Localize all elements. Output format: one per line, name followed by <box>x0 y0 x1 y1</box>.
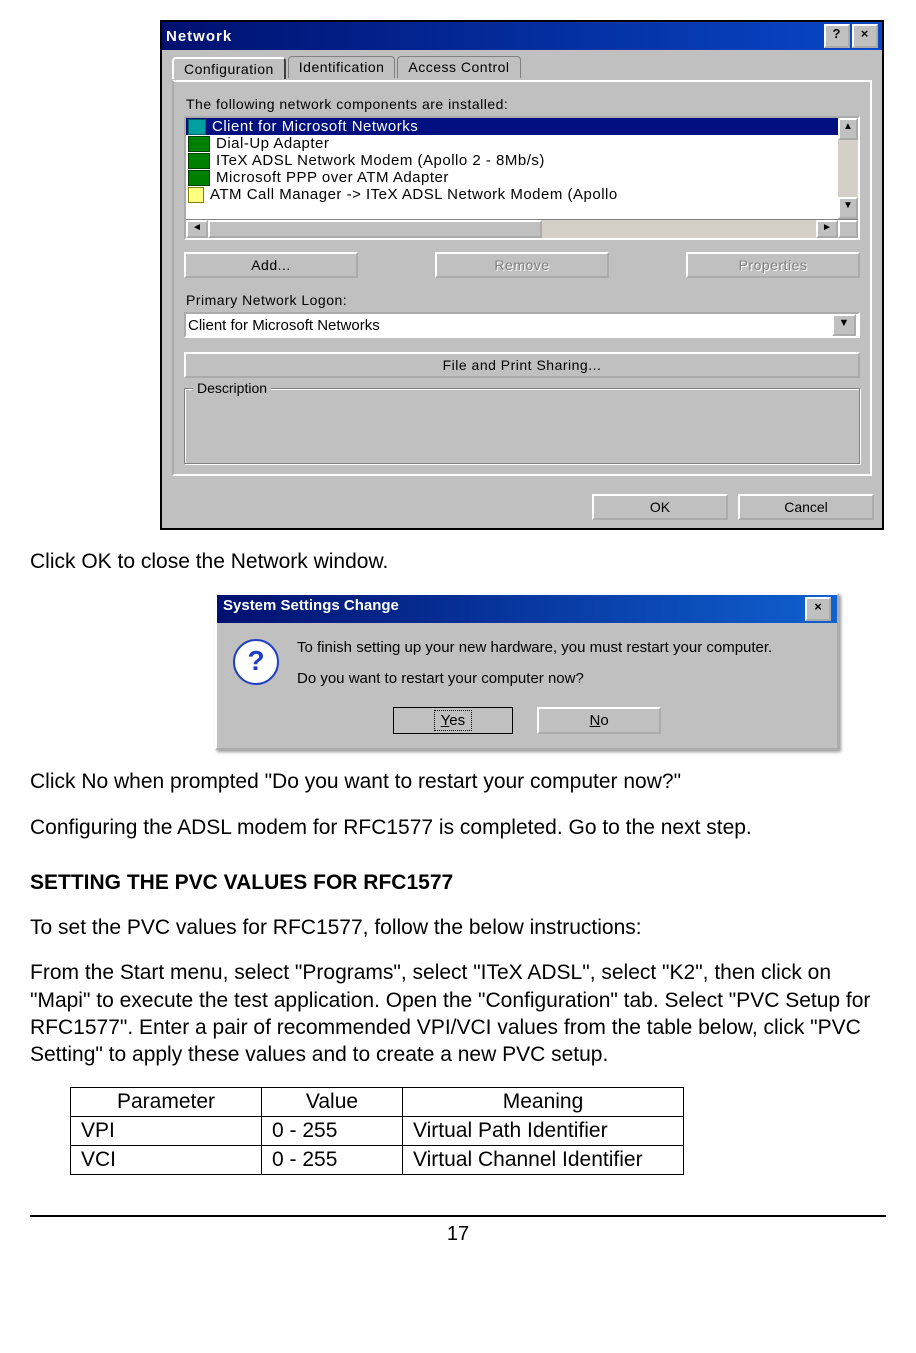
protocol-icon <box>188 187 204 203</box>
ok-button[interactable]: OK <box>592 494 728 520</box>
network-titlebar: Network ? × <box>162 22 882 50</box>
vertical-scrollbar[interactable]: ▲ ▼ <box>838 118 858 219</box>
list-item-label: Client for Microsoft Networks <box>212 118 418 135</box>
scroll-up-icon[interactable]: ▲ <box>838 118 858 140</box>
table-row: VPI 0 - 255 Virtual Path Identifier <box>71 1116 684 1145</box>
add-button[interactable]: Add... <box>184 252 358 278</box>
table-cell: Virtual Channel Identifier <box>403 1145 684 1174</box>
table-cell: 0 - 255 <box>262 1145 403 1174</box>
system-settings-dialog: System Settings Change × ? To finish set… <box>215 593 839 750</box>
horizontal-scrollbar[interactable]: ◄ ► <box>186 219 858 238</box>
table-row: VCI 0 - 255 Virtual Channel Identifier <box>71 1145 684 1174</box>
list-item-label: Dial-Up Adapter <box>216 135 329 152</box>
tab-configuration[interactable]: Configuration <box>172 57 286 79</box>
no-button[interactable]: No <box>537 707 661 734</box>
primary-logon-combo[interactable]: Client for Microsoft Networks ▼ <box>184 312 860 338</box>
description-group: Description <box>184 388 860 464</box>
scrollbar-corner <box>838 220 858 238</box>
tab-identification[interactable]: Identification <box>288 56 396 78</box>
combo-value: Client for Microsoft Networks <box>188 317 832 334</box>
client-icon <box>188 119 206 135</box>
parameter-table: Parameter Value Meaning VPI 0 - 255 Virt… <box>70 1087 684 1175</box>
list-item[interactable]: ATM Call Manager -> ITeX ADSL Network Mo… <box>186 186 838 203</box>
table-cell: Virtual Path Identifier <box>403 1116 684 1145</box>
file-print-sharing-button[interactable]: File and Print Sharing... <box>184 352 860 378</box>
no-rest: o <box>600 712 608 729</box>
table-cell: 0 - 255 <box>262 1116 403 1145</box>
tab-access-control[interactable]: Access Control <box>397 56 520 78</box>
doc-paragraph: Click OK to close the Network window. <box>30 548 886 575</box>
doc-paragraph: Configuring the ADSL modem for RFC1577 i… <box>30 814 886 841</box>
cancel-button[interactable]: Cancel <box>738 494 874 520</box>
list-item[interactable]: ITeX ADSL Network Modem (Apollo 2 - 8Mb/… <box>186 152 838 169</box>
yes-button[interactable]: Yes <box>393 707 513 734</box>
list-item[interactable]: Dial-Up Adapter <box>186 135 838 152</box>
sys-line2: Do you want to restart your computer now… <box>297 670 772 687</box>
adapter-icon <box>188 136 210 152</box>
adapter-icon <box>188 170 210 186</box>
components-listbox[interactable]: Client for Microsoft Networks Dial-Up Ad… <box>184 116 860 240</box>
page-footer: 17 <box>30 1215 886 1246</box>
table-cell: VPI <box>71 1116 262 1145</box>
yes-rest: es <box>449 712 465 729</box>
close-button[interactable]: × <box>852 24 878 48</box>
network-dialog: Network ? × Configuration Identification… <box>160 20 884 530</box>
sys-buttons: Yes No <box>217 705 837 748</box>
components-caption: The following network components are ins… <box>186 96 858 112</box>
component-buttons: Add... Remove Properties <box>184 252 860 278</box>
list-item-label: Microsoft PPP over ATM Adapter <box>216 169 449 186</box>
col-header: Meaning <box>403 1087 684 1116</box>
dialog-footer: OK Cancel <box>162 486 882 528</box>
sys-body: ? To finish setting up your new hardware… <box>217 623 837 705</box>
page-number: 17 <box>447 1223 469 1245</box>
sys-titlebar: System Settings Change × <box>217 595 837 623</box>
doc-paragraph: Click No when prompted "Do you want to r… <box>30 768 886 795</box>
tab-strip: Configuration Identification Access Cont… <box>172 56 872 78</box>
doc-paragraph: To set the PVC values for RFC1577, follo… <box>30 914 886 941</box>
tab-panel: The following network components are ins… <box>172 80 872 476</box>
table-cell: VCI <box>71 1145 262 1174</box>
primary-logon-caption: Primary Network Logon: <box>186 292 858 308</box>
list-item-label: ATM Call Manager -> ITeX ADSL Network Mo… <box>210 186 618 203</box>
chevron-down-icon[interactable]: ▼ <box>832 314 856 336</box>
adapter-icon <box>188 153 210 169</box>
list-item-label: ITeX ADSL Network Modem (Apollo 2 - 8Mb/… <box>216 152 545 169</box>
properties-button[interactable]: Properties <box>686 252 860 278</box>
scroll-left-icon[interactable]: ◄ <box>186 220 208 238</box>
list-item[interactable]: Client for Microsoft Networks <box>186 118 838 135</box>
scrollbar-thumb[interactable] <box>208 220 542 238</box>
scroll-down-icon[interactable]: ▼ <box>838 197 858 219</box>
network-title: Network <box>166 28 232 45</box>
remove-button[interactable]: Remove <box>435 252 609 278</box>
table-header-row: Parameter Value Meaning <box>71 1087 684 1116</box>
sys-line1: To finish setting up your new hardware, … <box>297 639 772 656</box>
sys-text: To finish setting up your new hardware, … <box>297 639 772 701</box>
help-button[interactable]: ? <box>824 24 850 48</box>
list-item[interactable]: Microsoft PPP over ATM Adapter <box>186 169 838 186</box>
sys-title: System Settings Change <box>223 597 399 621</box>
col-header: Parameter <box>71 1087 262 1116</box>
description-legend: Description <box>193 380 271 396</box>
scroll-right-icon[interactable]: ► <box>816 220 838 238</box>
col-header: Value <box>262 1087 403 1116</box>
section-title: SETTING THE PVC VALUES FOR RFC1577 <box>30 869 886 896</box>
scrollbar-track[interactable] <box>208 220 816 238</box>
network-body: Configuration Identification Access Cont… <box>162 50 882 486</box>
close-button[interactable]: × <box>805 597 831 621</box>
doc-paragraph: From the Start menu, select "Programs", … <box>30 959 886 1068</box>
question-icon: ? <box>233 639 279 685</box>
